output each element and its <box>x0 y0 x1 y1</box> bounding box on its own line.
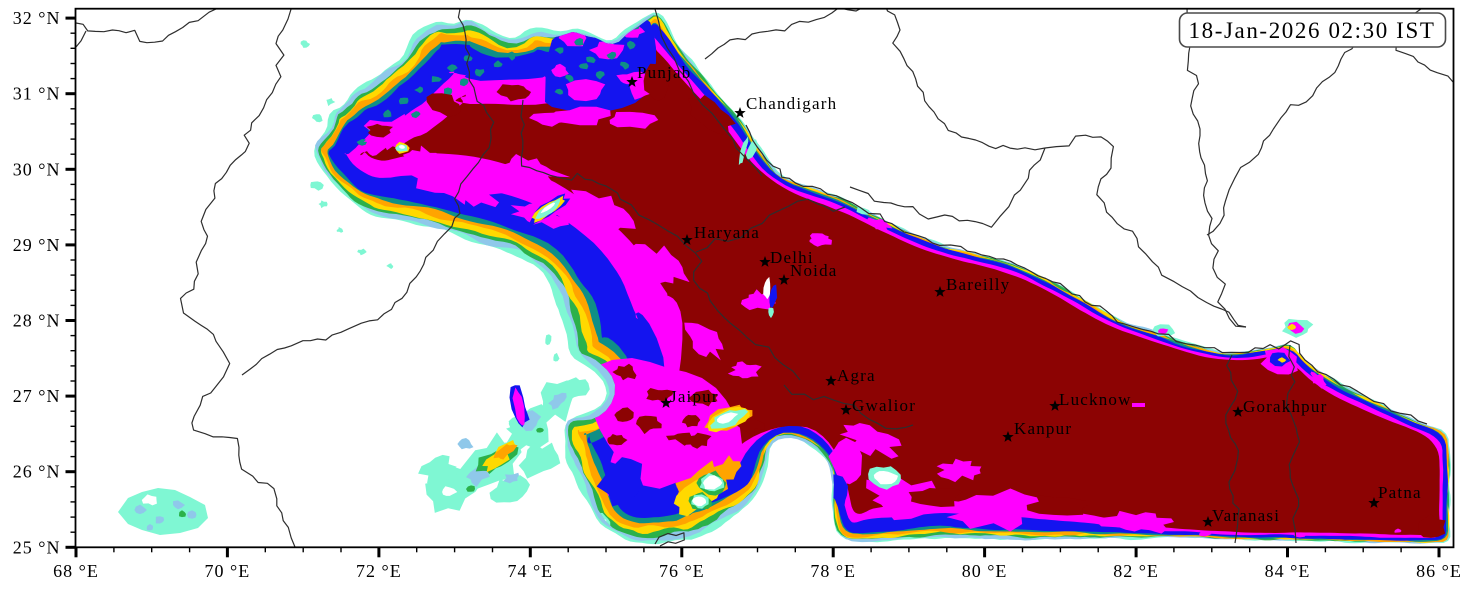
svg-text:70 °E: 70 °E <box>205 561 251 581</box>
svg-text:Jaipur: Jaipur <box>670 387 719 406</box>
svg-text:31 °N: 31 °N <box>13 84 61 104</box>
svg-text:29 °N: 29 °N <box>13 235 61 255</box>
svg-text:Delhi: Delhi <box>770 248 814 267</box>
svg-text:Noida: Noida <box>790 261 838 280</box>
svg-text:Patna: Patna <box>1378 483 1422 502</box>
svg-text:Punjab: Punjab <box>637 63 691 82</box>
svg-text:28 °N: 28 °N <box>13 311 61 331</box>
svg-text:84 °E: 84 °E <box>1265 561 1311 581</box>
svg-text:18-Jan-2026 02:30 IST: 18-Jan-2026 02:30 IST <box>1189 18 1436 43</box>
svg-text:Bareilly: Bareilly <box>946 275 1010 294</box>
svg-text:76 °E: 76 °E <box>659 561 705 581</box>
svg-text:82 °E: 82 °E <box>1113 561 1159 581</box>
svg-text:32 °N: 32 °N <box>13 8 61 28</box>
svg-text:Lucknow: Lucknow <box>1059 390 1132 409</box>
svg-text:80 °E: 80 °E <box>962 561 1008 581</box>
svg-text:Agra: Agra <box>837 366 876 385</box>
svg-text:72 °E: 72 °E <box>356 561 402 581</box>
svg-text:30 °N: 30 °N <box>13 159 61 179</box>
svg-text:Gorakhpur: Gorakhpur <box>1243 397 1327 416</box>
svg-text:78 °E: 78 °E <box>810 561 856 581</box>
svg-text:25 °N: 25 °N <box>13 537 61 557</box>
svg-text:Chandigarh: Chandigarh <box>746 94 837 113</box>
svg-text:Gwalior: Gwalior <box>852 396 916 415</box>
svg-text:74 °E: 74 °E <box>507 561 553 581</box>
svg-text:27 °N: 27 °N <box>13 386 61 406</box>
svg-text:Kanpur: Kanpur <box>1014 419 1072 438</box>
svg-text:Varanasi: Varanasi <box>1212 506 1280 525</box>
svg-text:86 °E: 86 °E <box>1416 561 1462 581</box>
svg-text:Haryana: Haryana <box>694 223 760 242</box>
svg-text:26 °N: 26 °N <box>13 462 61 482</box>
svg-text:68 °E: 68 °E <box>53 561 99 581</box>
